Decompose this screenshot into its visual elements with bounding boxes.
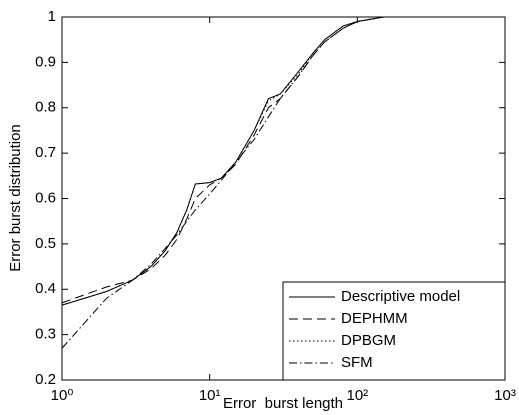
legend-box <box>282 281 506 381</box>
legend-label: Descriptive model <box>341 288 460 305</box>
y-tick-label: 0.3 <box>35 326 56 343</box>
x-axis-label: Error burst length <box>223 395 343 412</box>
y-axis-label: Error burst distribution <box>7 124 24 272</box>
legend-label: SFM <box>341 354 373 371</box>
y-tick-label: 0.6 <box>35 189 56 206</box>
y-tick-label: 0.8 <box>35 99 56 116</box>
series-line <box>61 16 402 349</box>
y-tick-label: 0.7 <box>35 144 56 161</box>
y-tick-label: 0.9 <box>35 53 56 70</box>
x-tick-label: 10¹ <box>199 387 221 404</box>
x-tick-label: 10³ <box>494 387 516 404</box>
y-tick-label: 1 <box>48 8 56 25</box>
legend-label: DEPHMM <box>341 310 408 327</box>
x-tick-label: 10⁰ <box>51 387 74 404</box>
y-tick-label: 0.2 <box>35 371 56 388</box>
y-tick-label: 0.4 <box>35 280 56 297</box>
legend-label: DPBGM <box>341 332 396 349</box>
y-tick-label: 0.5 <box>35 235 56 252</box>
x-tick-label: 10² <box>346 387 368 404</box>
